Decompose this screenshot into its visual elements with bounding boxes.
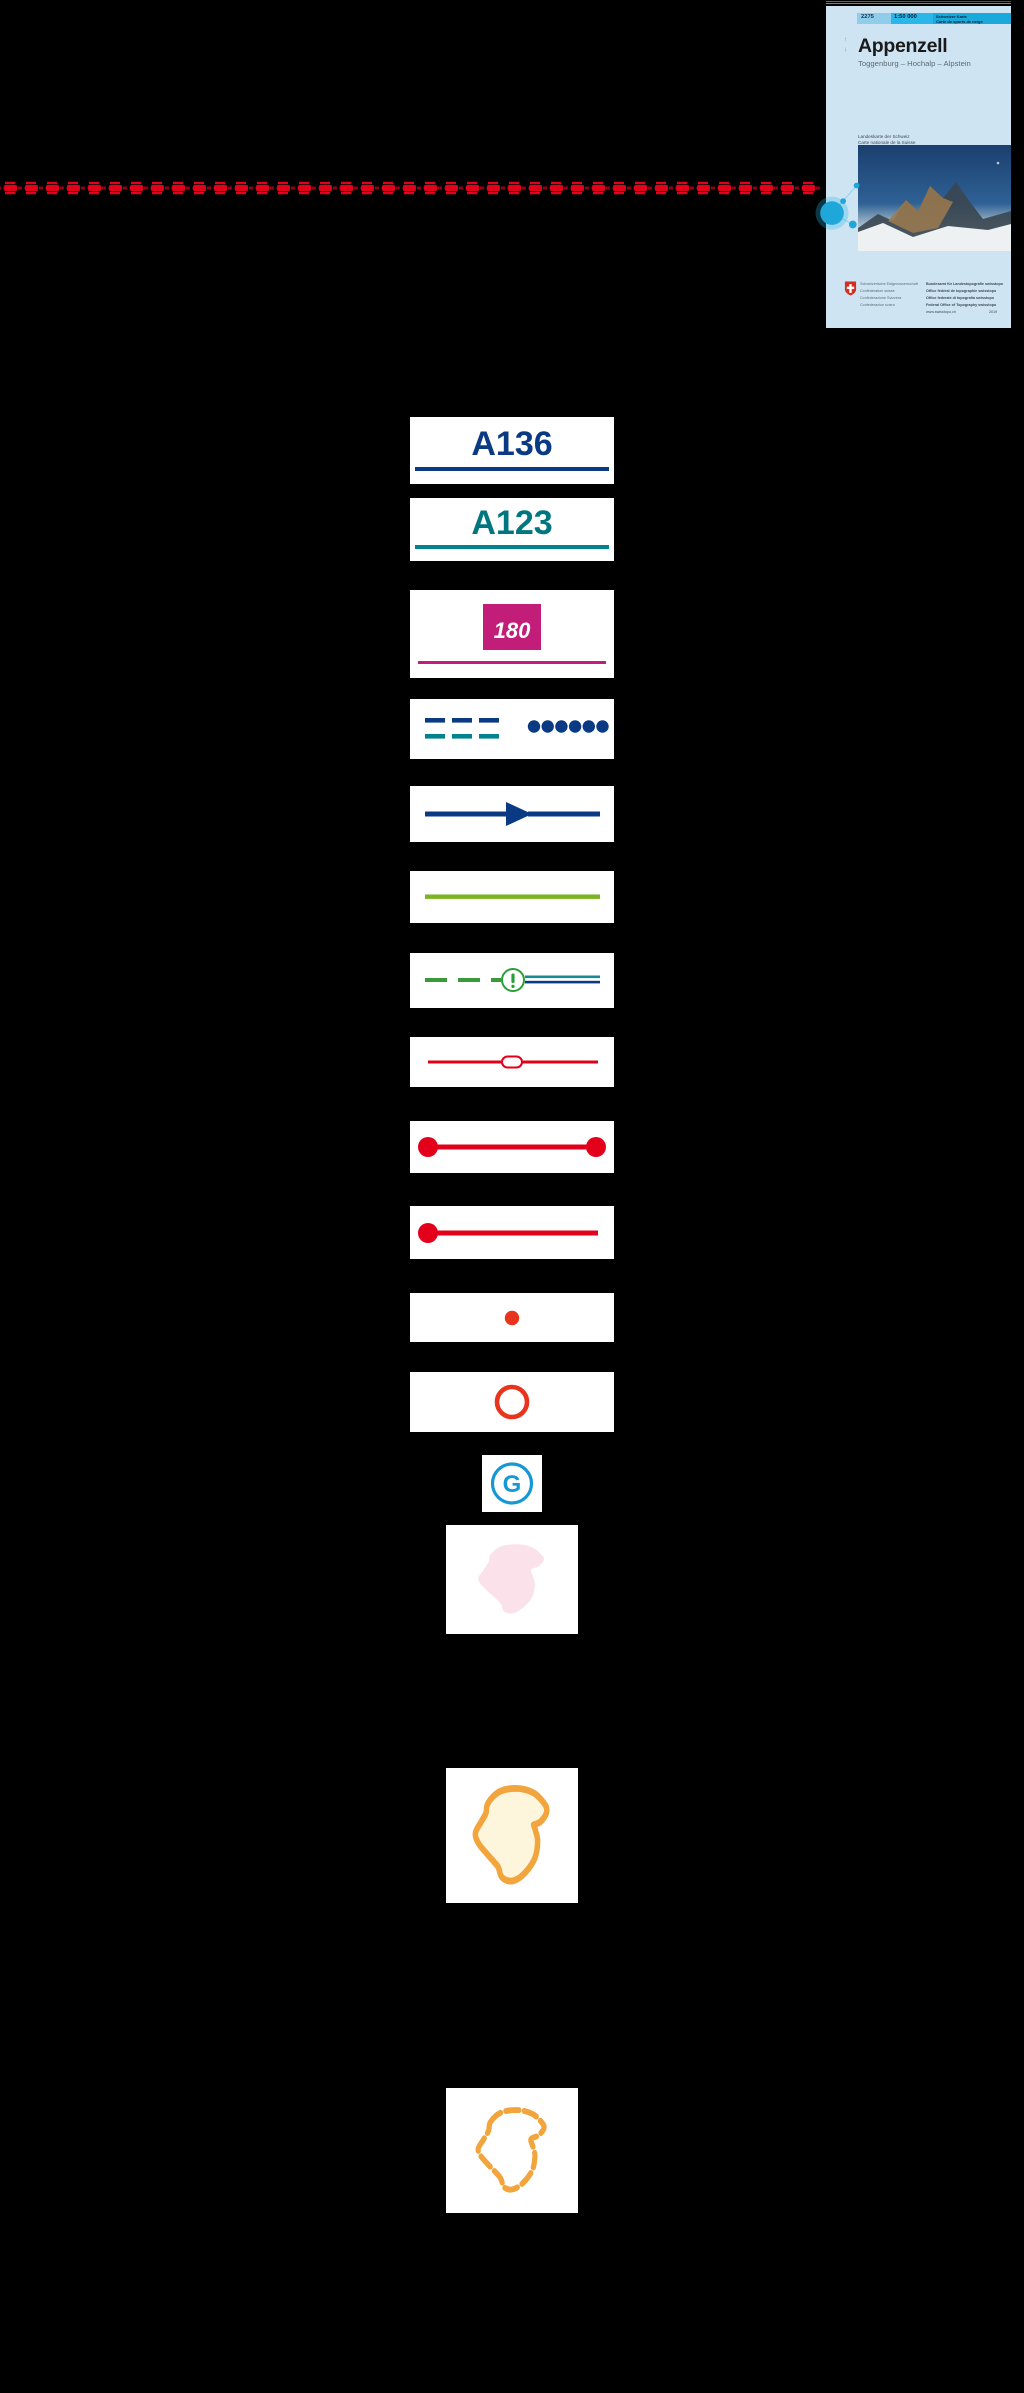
svg-text:G: G xyxy=(503,1471,522,1498)
